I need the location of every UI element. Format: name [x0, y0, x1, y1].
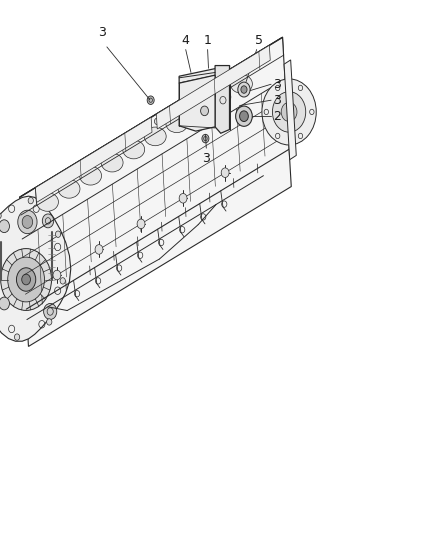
Ellipse shape	[187, 101, 209, 119]
Text: 3: 3	[273, 78, 281, 91]
Text: 5: 5	[255, 34, 263, 47]
Text: 4: 4	[182, 34, 190, 47]
Circle shape	[198, 92, 203, 98]
Circle shape	[22, 274, 31, 285]
Circle shape	[272, 92, 306, 132]
Circle shape	[238, 82, 250, 97]
Polygon shape	[156, 45, 270, 129]
Circle shape	[262, 79, 316, 145]
Circle shape	[47, 184, 52, 190]
Circle shape	[0, 213, 1, 219]
Text: 3: 3	[202, 152, 210, 165]
Polygon shape	[20, 37, 283, 215]
Text: 1: 1	[204, 34, 212, 47]
Text: 2: 2	[273, 110, 281, 123]
Ellipse shape	[123, 140, 145, 159]
Circle shape	[221, 168, 229, 177]
Circle shape	[56, 231, 61, 237]
Circle shape	[14, 334, 20, 340]
Ellipse shape	[209, 88, 231, 107]
Circle shape	[240, 111, 248, 122]
Circle shape	[95, 245, 103, 254]
Circle shape	[0, 297, 10, 310]
Polygon shape	[20, 37, 291, 346]
Circle shape	[147, 96, 154, 104]
Circle shape	[46, 319, 52, 325]
Circle shape	[236, 106, 252, 126]
Circle shape	[137, 219, 145, 229]
Polygon shape	[215, 66, 230, 133]
Circle shape	[1, 248, 52, 310]
Ellipse shape	[36, 192, 58, 211]
Circle shape	[42, 214, 54, 228]
Circle shape	[0, 220, 10, 232]
Polygon shape	[35, 117, 152, 203]
Circle shape	[68, 171, 74, 177]
Circle shape	[201, 106, 208, 116]
Circle shape	[22, 215, 33, 228]
Circle shape	[60, 278, 65, 284]
Circle shape	[8, 257, 45, 302]
Polygon shape	[0, 196, 71, 341]
Circle shape	[133, 131, 138, 138]
Ellipse shape	[166, 114, 188, 133]
Circle shape	[18, 210, 37, 233]
Polygon shape	[284, 60, 296, 160]
Circle shape	[28, 197, 33, 204]
Circle shape	[17, 268, 36, 291]
Circle shape	[219, 79, 224, 85]
Circle shape	[202, 134, 209, 143]
Circle shape	[90, 158, 95, 164]
Circle shape	[241, 86, 247, 93]
Ellipse shape	[144, 127, 166, 146]
Ellipse shape	[80, 166, 102, 185]
Text: 3: 3	[273, 94, 281, 107]
Text: 3: 3	[99, 26, 106, 39]
Circle shape	[179, 193, 187, 203]
Ellipse shape	[101, 154, 123, 172]
Circle shape	[44, 303, 57, 319]
Polygon shape	[179, 75, 215, 131]
Circle shape	[201, 86, 208, 95]
Circle shape	[176, 105, 181, 111]
Circle shape	[155, 118, 160, 125]
Circle shape	[53, 270, 61, 280]
Ellipse shape	[230, 75, 252, 93]
Circle shape	[111, 144, 117, 151]
Ellipse shape	[58, 180, 80, 198]
Polygon shape	[179, 66, 230, 83]
Circle shape	[240, 66, 246, 72]
Circle shape	[281, 102, 297, 122]
